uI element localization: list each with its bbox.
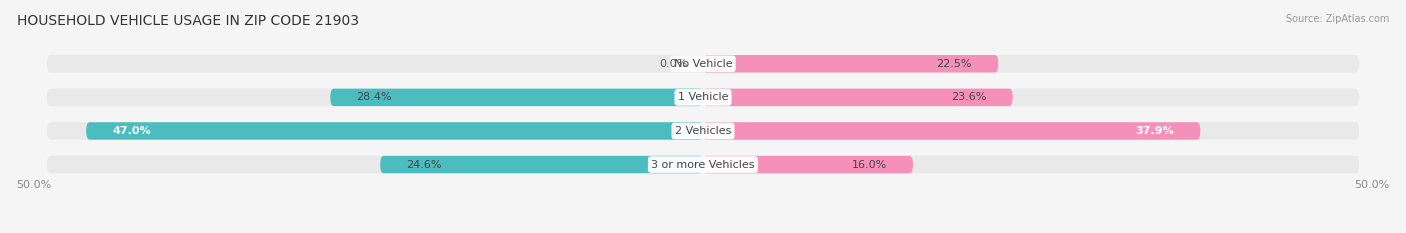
FancyBboxPatch shape	[46, 55, 1360, 72]
FancyBboxPatch shape	[703, 55, 998, 72]
Text: 16.0%: 16.0%	[852, 160, 887, 170]
FancyBboxPatch shape	[46, 122, 1360, 140]
FancyBboxPatch shape	[46, 89, 1360, 106]
FancyBboxPatch shape	[330, 89, 703, 106]
FancyBboxPatch shape	[86, 122, 703, 140]
FancyBboxPatch shape	[703, 156, 912, 173]
Text: 37.9%: 37.9%	[1136, 126, 1174, 136]
FancyBboxPatch shape	[46, 156, 1360, 173]
FancyBboxPatch shape	[703, 89, 1012, 106]
Text: Source: ZipAtlas.com: Source: ZipAtlas.com	[1285, 14, 1389, 24]
Text: 3 or more Vehicles: 3 or more Vehicles	[651, 160, 755, 170]
Text: 28.4%: 28.4%	[357, 92, 392, 102]
FancyBboxPatch shape	[380, 156, 703, 173]
Text: 50.0%: 50.0%	[17, 180, 52, 190]
FancyBboxPatch shape	[703, 122, 1201, 140]
Text: HOUSEHOLD VEHICLE USAGE IN ZIP CODE 21903: HOUSEHOLD VEHICLE USAGE IN ZIP CODE 2190…	[17, 14, 359, 28]
Text: No Vehicle: No Vehicle	[673, 59, 733, 69]
Text: 50.0%: 50.0%	[1354, 180, 1389, 190]
Text: 1 Vehicle: 1 Vehicle	[678, 92, 728, 102]
Text: 47.0%: 47.0%	[112, 126, 150, 136]
Text: 23.6%: 23.6%	[950, 92, 987, 102]
Text: 0.0%: 0.0%	[659, 59, 688, 69]
Text: 2 Vehicles: 2 Vehicles	[675, 126, 731, 136]
Text: 22.5%: 22.5%	[936, 59, 972, 69]
Text: 24.6%: 24.6%	[406, 160, 441, 170]
